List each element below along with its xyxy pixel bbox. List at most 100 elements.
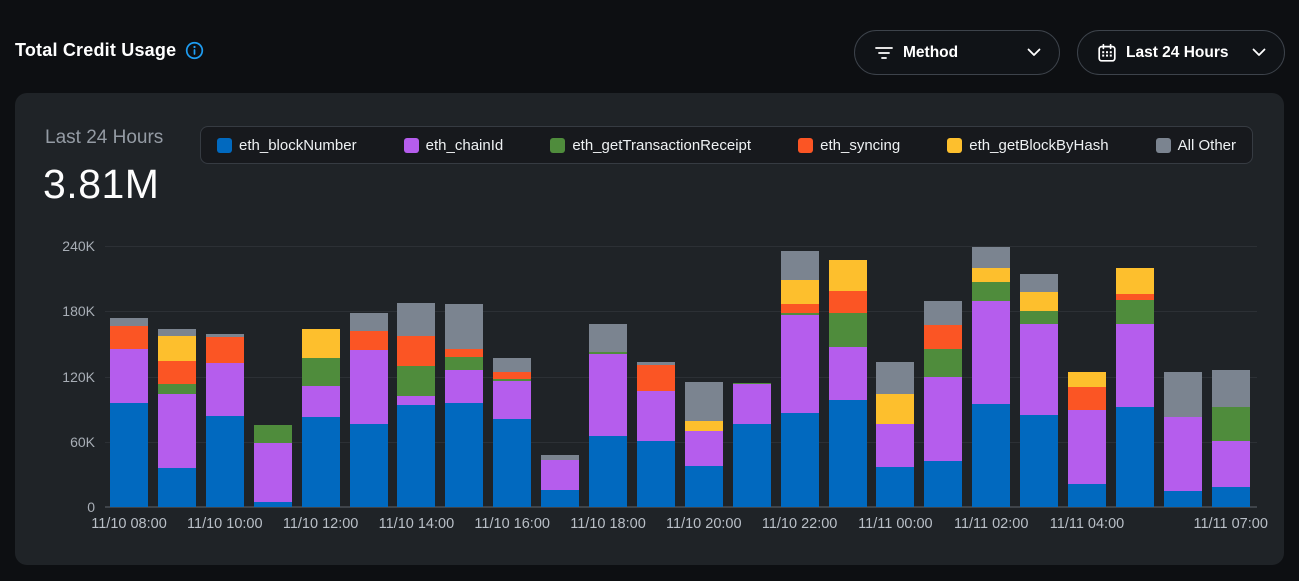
segment-eth_chainId[interactable] [828, 347, 867, 401]
segment-eth_chainId[interactable] [349, 350, 388, 425]
segment-eth_syncing[interactable] [828, 290, 867, 314]
segment-eth_getBlockByHash[interactable] [828, 260, 867, 291]
segment-eth_chainId[interactable] [205, 363, 244, 416]
segment-eth_getBlockByHash[interactable] [684, 421, 723, 431]
segment-eth_blockNumber[interactable] [205, 415, 244, 507]
segment-eth_blockNumber[interactable] [157, 467, 196, 507]
segment-eth_blockNumber[interactable] [684, 465, 723, 507]
segment-eth_blockNumber[interactable] [301, 416, 340, 507]
segment-eth_chainId[interactable] [1163, 416, 1202, 491]
segment-eth_chainId[interactable] [445, 369, 484, 403]
segment-eth_chainId[interactable] [157, 393, 196, 468]
segment-All Other[interactable] [541, 454, 580, 461]
time-range-dropdown[interactable]: Last 24 Hours [1077, 30, 1285, 75]
segment-eth_blockNumber[interactable] [924, 461, 963, 507]
segment-eth_getTransactionReceipt[interactable] [397, 365, 436, 397]
segment-eth_syncing[interactable] [636, 364, 675, 391]
bar-11-10-09-00[interactable] [157, 328, 196, 507]
segment-eth_syncing[interactable] [1115, 293, 1154, 301]
segment-eth_chainId[interactable] [1115, 324, 1154, 407]
segment-eth_chainId[interactable] [732, 384, 771, 425]
segment-eth_syncing[interactable] [924, 325, 963, 350]
segment-eth_chainId[interactable] [110, 349, 148, 403]
bar-11-10-08-00[interactable] [110, 317, 148, 507]
segment-eth_getTransactionReceipt[interactable] [1115, 300, 1154, 325]
segment-eth_blockNumber[interactable] [541, 489, 580, 507]
segment-eth_getBlockByHash[interactable] [876, 393, 915, 425]
segment-eth_chainId[interactable] [1068, 410, 1106, 485]
segment-eth_blockNumber[interactable] [253, 501, 292, 507]
segment-eth_chainId[interactable] [541, 460, 580, 490]
segment-eth_getTransactionReceipt[interactable] [253, 425, 292, 443]
segment-All Other[interactable] [1211, 369, 1250, 407]
segment-All Other[interactable] [110, 317, 148, 327]
bar-11-10-10-00[interactable] [205, 334, 244, 507]
segment-eth_blockNumber[interactable] [1020, 414, 1059, 507]
legend-item-eth_getTransactionReceipt[interactable]: eth_getTransactionReceipt [550, 137, 751, 154]
segment-eth_chainId[interactable] [684, 430, 723, 466]
segment-eth_getTransactionReceipt[interactable] [301, 358, 340, 387]
segment-eth_chainId[interactable] [1020, 324, 1059, 415]
bar-11-11-06-00[interactable] [1163, 372, 1202, 507]
segment-eth_chainId[interactable] [397, 396, 436, 405]
segment-eth_blockNumber[interactable] [1115, 406, 1154, 507]
bar-11-11-03-00[interactable] [1020, 274, 1059, 507]
segment-eth_getTransactionReceipt[interactable] [828, 313, 867, 348]
segment-eth_chainId[interactable] [301, 386, 340, 417]
info-icon[interactable] [185, 41, 204, 60]
segment-eth_blockNumber[interactable] [397, 404, 436, 507]
segment-eth_chainId[interactable] [876, 424, 915, 467]
segment-All Other[interactable] [493, 358, 532, 373]
segment-eth_getTransactionReceipt[interactable] [589, 351, 627, 354]
segment-eth_chainId[interactable] [972, 301, 1011, 404]
segment-eth_getBlockByHash[interactable] [1115, 267, 1154, 294]
segment-eth_chainId[interactable] [636, 390, 675, 441]
bar-11-10-18-00[interactable] [589, 324, 627, 507]
segment-eth_blockNumber[interactable] [589, 436, 627, 507]
segment-eth_blockNumber[interactable] [349, 424, 388, 507]
segment-eth_blockNumber[interactable] [828, 400, 867, 507]
segment-eth_syncing[interactable] [1068, 387, 1106, 411]
segment-All Other[interactable] [1163, 372, 1202, 417]
segment-eth_getBlockByHash[interactable] [780, 279, 819, 304]
bar-11-10-16-00[interactable] [493, 358, 532, 507]
segment-eth_getTransactionReceipt[interactable] [157, 384, 196, 394]
bar-11-10-19-00[interactable] [636, 362, 675, 507]
segment-eth_syncing[interactable] [205, 337, 244, 364]
bar-11-11-05-00[interactable] [1115, 267, 1154, 507]
segment-eth_getTransactionReceipt[interactable] [1211, 406, 1250, 441]
segment-eth_getBlockByHash[interactable] [1068, 372, 1106, 388]
legend-item-eth_blockNumber[interactable]: eth_blockNumber [217, 137, 357, 154]
segment-eth_getBlockByHash[interactable] [157, 336, 196, 362]
segment-eth_getTransactionReceipt[interactable] [972, 281, 1011, 302]
bar-11-10-20-00[interactable] [684, 381, 723, 507]
segment-eth_blockNumber[interactable] [445, 402, 484, 507]
segment-eth_syncing[interactable] [445, 349, 484, 357]
segment-All Other[interactable] [589, 324, 627, 352]
segment-eth_syncing[interactable] [493, 372, 532, 379]
bar-11-10-15-00[interactable] [445, 303, 484, 507]
segment-eth_getTransactionReceipt[interactable] [780, 313, 819, 315]
segment-eth_blockNumber[interactable] [972, 403, 1011, 507]
segment-All Other[interactable] [445, 303, 484, 350]
legend-item-eth_getBlockByHash[interactable]: eth_getBlockByHash [947, 137, 1109, 154]
bar-11-10-11-00[interactable] [253, 425, 292, 507]
segment-eth_chainId[interactable] [924, 376, 963, 462]
segment-All Other[interactable] [780, 251, 819, 280]
segment-All Other[interactable] [349, 313, 388, 331]
bar-11-10-12-00[interactable] [301, 328, 340, 507]
segment-eth_syncing[interactable] [349, 330, 388, 351]
segment-eth_chainId[interactable] [780, 314, 819, 414]
segment-All Other[interactable] [684, 381, 723, 422]
segment-eth_chainId[interactable] [589, 353, 627, 437]
segment-eth_syncing[interactable] [110, 326, 148, 350]
bar-11-10-23-00[interactable] [828, 260, 867, 507]
segment-eth_getBlockByHash[interactable] [301, 328, 340, 359]
segment-All Other[interactable] [924, 301, 963, 326]
segment-eth_getTransactionReceipt[interactable] [493, 378, 532, 381]
segment-eth_getTransactionReceipt[interactable] [1020, 311, 1059, 325]
method-filter-dropdown[interactable]: Method [854, 30, 1060, 75]
segment-eth_getTransactionReceipt[interactable] [445, 356, 484, 370]
segment-eth_blockNumber[interactable] [493, 418, 532, 507]
segment-eth_blockNumber[interactable] [1068, 484, 1106, 507]
